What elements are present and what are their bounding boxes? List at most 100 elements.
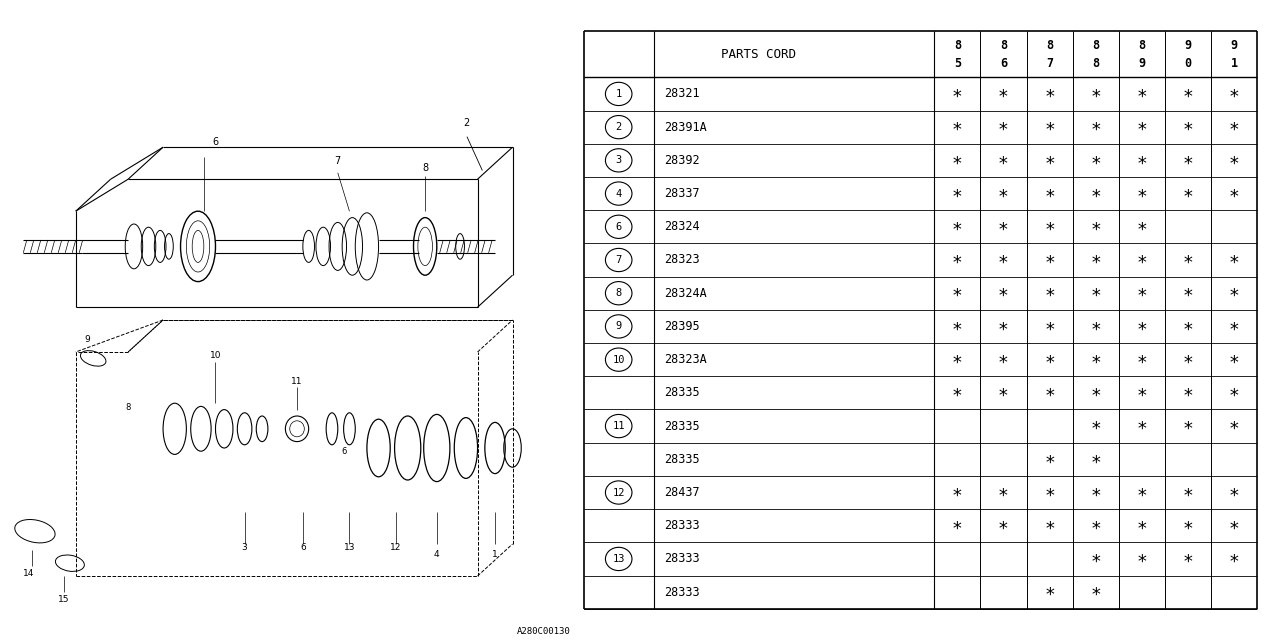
Text: 10: 10 <box>210 351 221 360</box>
Text: 14: 14 <box>23 569 35 578</box>
Text: 15: 15 <box>59 595 70 604</box>
Text: ∗: ∗ <box>998 251 1009 269</box>
Text: 8: 8 <box>1092 38 1100 52</box>
Text: ∗: ∗ <box>1183 151 1193 170</box>
Text: ∗: ∗ <box>952 118 963 136</box>
Text: ∗: ∗ <box>1229 417 1239 435</box>
Text: ∗: ∗ <box>1229 85 1239 103</box>
Text: ∗: ∗ <box>1137 550 1147 568</box>
Text: ∗: ∗ <box>1091 184 1101 203</box>
Text: ∗: ∗ <box>1229 251 1239 269</box>
Text: 28321: 28321 <box>664 88 700 100</box>
Text: ∗: ∗ <box>998 151 1009 170</box>
Text: ∗: ∗ <box>952 151 963 170</box>
Text: 8: 8 <box>1046 38 1053 52</box>
Text: 13: 13 <box>612 554 625 564</box>
Text: 3: 3 <box>616 156 622 165</box>
Text: ∗: ∗ <box>1044 351 1055 369</box>
Text: 6: 6 <box>212 137 219 147</box>
Text: ∗: ∗ <box>1137 384 1147 402</box>
Text: 5: 5 <box>954 57 961 70</box>
Text: 6: 6 <box>1000 57 1007 70</box>
Text: ∗: ∗ <box>1044 451 1055 468</box>
Text: ∗: ∗ <box>1044 516 1055 535</box>
Text: ∗: ∗ <box>1229 384 1239 402</box>
Text: 28335: 28335 <box>664 387 700 399</box>
Text: 8: 8 <box>422 163 429 173</box>
Text: 28335: 28335 <box>664 420 700 433</box>
Text: ∗: ∗ <box>952 251 963 269</box>
Text: ∗: ∗ <box>1091 451 1101 468</box>
Text: ∗: ∗ <box>1137 516 1147 535</box>
Text: ∗: ∗ <box>1137 218 1147 236</box>
Text: ∗: ∗ <box>1044 151 1055 170</box>
Text: ∗: ∗ <box>1044 317 1055 335</box>
Text: 12: 12 <box>612 488 625 497</box>
Text: ∗: ∗ <box>1091 251 1101 269</box>
Text: 8: 8 <box>125 403 131 412</box>
Text: ∗: ∗ <box>1137 151 1147 170</box>
Text: ∗: ∗ <box>998 317 1009 335</box>
Text: A280C00130: A280C00130 <box>517 627 571 636</box>
Text: 28333: 28333 <box>664 519 700 532</box>
Text: ∗: ∗ <box>1091 218 1101 236</box>
Text: ∗: ∗ <box>952 516 963 535</box>
Text: ∗: ∗ <box>1183 417 1193 435</box>
Text: ∗: ∗ <box>998 351 1009 369</box>
Text: ∗: ∗ <box>1044 251 1055 269</box>
Text: ∗: ∗ <box>1091 516 1101 535</box>
Text: ∗: ∗ <box>1183 317 1193 335</box>
Text: 28323: 28323 <box>664 253 700 266</box>
Text: 9: 9 <box>1184 38 1192 52</box>
Text: ∗: ∗ <box>1229 184 1239 203</box>
Text: ∗: ∗ <box>998 516 1009 535</box>
Text: ∗: ∗ <box>1044 218 1055 236</box>
Text: ∗: ∗ <box>1137 417 1147 435</box>
Text: 8: 8 <box>1138 38 1146 52</box>
Text: ∗: ∗ <box>1137 251 1147 269</box>
Text: ∗: ∗ <box>1183 384 1193 402</box>
Text: 2: 2 <box>616 122 622 132</box>
Text: ∗: ∗ <box>952 218 963 236</box>
Text: ∗: ∗ <box>1183 351 1193 369</box>
Text: ∗: ∗ <box>1183 85 1193 103</box>
Text: ∗: ∗ <box>1229 516 1239 535</box>
Text: 28333: 28333 <box>664 586 700 598</box>
Text: ∗: ∗ <box>1229 118 1239 136</box>
Text: 28395: 28395 <box>664 320 700 333</box>
Text: ∗: ∗ <box>952 184 963 203</box>
Text: 7: 7 <box>616 255 622 265</box>
Text: ∗: ∗ <box>1091 351 1101 369</box>
Text: ∗: ∗ <box>1229 483 1239 502</box>
Text: ∗: ∗ <box>1044 384 1055 402</box>
Text: ∗: ∗ <box>1091 151 1101 170</box>
Text: 9: 9 <box>84 335 90 344</box>
Text: ∗: ∗ <box>1137 184 1147 203</box>
Text: ∗: ∗ <box>998 184 1009 203</box>
Text: ∗: ∗ <box>1091 384 1101 402</box>
Text: ∗: ∗ <box>998 85 1009 103</box>
Text: ∗: ∗ <box>998 483 1009 502</box>
Text: ∗: ∗ <box>1091 85 1101 103</box>
Text: 4: 4 <box>434 550 439 559</box>
Text: ∗: ∗ <box>1137 284 1147 302</box>
Text: ∗: ∗ <box>952 317 963 335</box>
Text: ∗: ∗ <box>1183 118 1193 136</box>
Text: ∗: ∗ <box>1044 483 1055 502</box>
Text: ∗: ∗ <box>1229 284 1239 302</box>
Text: ∗: ∗ <box>998 118 1009 136</box>
Text: ∗: ∗ <box>1044 184 1055 203</box>
Text: ∗: ∗ <box>1091 317 1101 335</box>
Text: 28335: 28335 <box>664 452 700 466</box>
Text: ∗: ∗ <box>1091 284 1101 302</box>
Text: 28323A: 28323A <box>664 353 707 366</box>
Text: 6: 6 <box>616 222 622 232</box>
Text: ∗: ∗ <box>952 85 963 103</box>
Text: ∗: ∗ <box>1044 284 1055 302</box>
Text: 12: 12 <box>390 543 402 552</box>
Text: 8: 8 <box>616 288 622 298</box>
Text: ∗: ∗ <box>998 284 1009 302</box>
Text: ∗: ∗ <box>1183 483 1193 502</box>
Text: 28337: 28337 <box>664 187 700 200</box>
Text: ∗: ∗ <box>1091 118 1101 136</box>
